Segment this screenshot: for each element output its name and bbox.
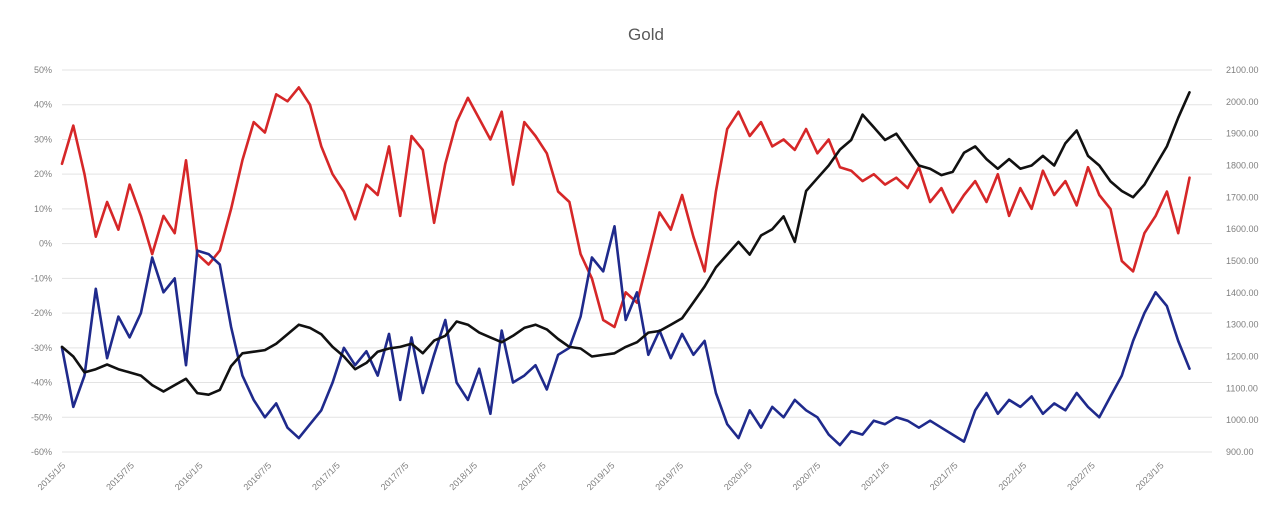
x-tick-label: 2017/1/5 xyxy=(310,460,342,492)
y-left-tick-label: -50% xyxy=(31,412,52,422)
x-tick-label: 2018/1/5 xyxy=(447,460,479,492)
y-right-tick-label: 1400.00 xyxy=(1226,288,1259,298)
x-tick-label: 2022/7/5 xyxy=(1065,460,1097,492)
y-left-tick-label: -40% xyxy=(31,378,52,388)
y-left-tick-label: -60% xyxy=(31,447,52,457)
x-tick-label: 2017/7/5 xyxy=(379,460,411,492)
y-right-tick-label: 1000.00 xyxy=(1226,415,1259,425)
gridlines xyxy=(62,69,1212,453)
y-left-tick-label: -10% xyxy=(31,273,52,283)
y-right-tick-label: 1700.00 xyxy=(1226,192,1259,202)
left-axis-ticks: 50% 40% 30% 20% 10% 0% -10% -20% -30% -40% -50% -60… xyxy=(31,65,52,457)
y-right-tick-label: 1100.00 xyxy=(1226,383,1258,393)
x-tick-label: 2015/1/5 xyxy=(36,460,68,492)
y-left-tick-label: 10% xyxy=(34,204,52,214)
y-right-tick-label: 1600.00 xyxy=(1226,224,1259,234)
chart-title: Gold xyxy=(628,25,664,44)
x-tick-label: 2023/1/5 xyxy=(1134,460,1166,492)
x-tick-label: 2019/1/5 xyxy=(585,460,617,492)
y-right-tick-label: 1800.00 xyxy=(1226,161,1259,171)
y-right-tick-label: 900.00 xyxy=(1226,447,1254,457)
x-tick-label: 2021/7/5 xyxy=(928,460,960,492)
x-tick-label: 2018/7/5 xyxy=(516,460,548,492)
x-tick-label: 2020/7/5 xyxy=(791,460,823,492)
y-left-tick-label: 0% xyxy=(39,239,52,249)
series-line-1 xyxy=(60,86,1191,329)
y-right-tick-label: 1200.00 xyxy=(1226,352,1259,362)
x-tick-label: 2019/7/5 xyxy=(653,460,685,492)
y-left-tick-label: 50% xyxy=(34,65,52,75)
y-left-tick-label: 20% xyxy=(34,169,52,179)
y-left-tick-label: -20% xyxy=(31,308,52,318)
series-line-3 xyxy=(60,91,1191,396)
y-right-tick-label: 2100.00 xyxy=(1226,65,1259,75)
x-tick-label: 2015/7/5 xyxy=(104,460,136,492)
x-tick-label: 2022/1/5 xyxy=(997,460,1029,492)
y-left-tick-label: 40% xyxy=(34,100,52,110)
x-tick-label: 2016/7/5 xyxy=(241,460,273,492)
y-left-tick-label: 30% xyxy=(34,134,52,144)
y-right-tick-label: 1500.00 xyxy=(1226,256,1259,266)
y-right-tick-label: 1300.00 xyxy=(1226,320,1259,330)
y-left-tick-label: -30% xyxy=(31,343,52,353)
x-axis-ticks: 2015/1/5 2015/7/5 2016/1/5 2016/7/5 2017/1/5… xyxy=(36,460,1166,492)
x-tick-label: 2020/1/5 xyxy=(722,460,754,492)
y-right-tick-label: 1900.00 xyxy=(1226,129,1259,139)
y-right-tick-label: 2000.00 xyxy=(1226,97,1259,107)
series-line-2 xyxy=(60,225,1191,447)
x-tick-label: 2016/1/5 xyxy=(173,460,205,492)
x-tick-label: 2021/1/5 xyxy=(859,460,891,492)
series-lines xyxy=(60,86,1191,447)
right-axis-ticks: 2100.00 2000.00 1900.00 1800.00 1700.00 1600.… xyxy=(1226,65,1259,457)
